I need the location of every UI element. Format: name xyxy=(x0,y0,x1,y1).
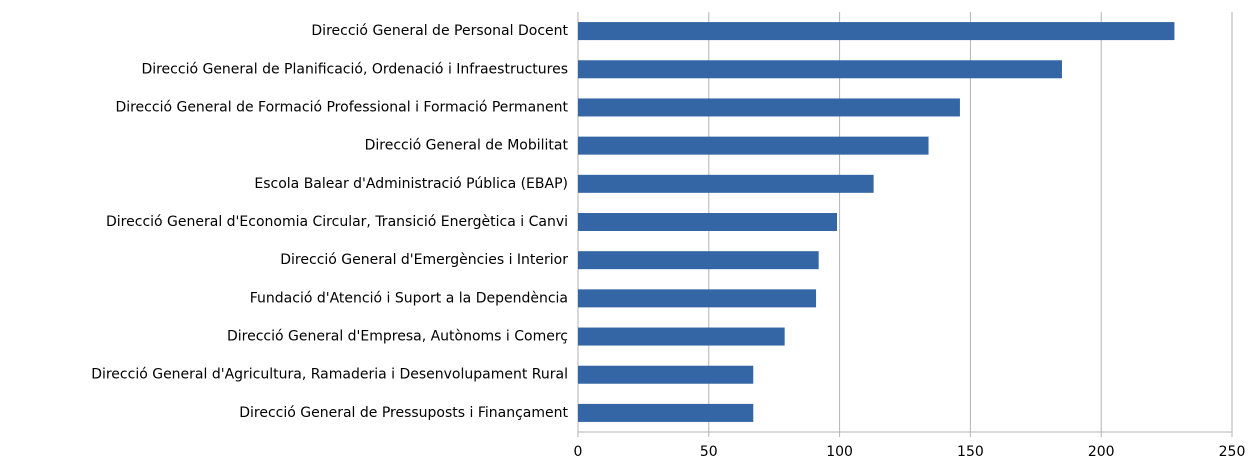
bar xyxy=(578,403,754,422)
x-tick-label: 0 xyxy=(574,444,583,460)
y-tick-label: Direcció General d'Agricultura, Ramaderi… xyxy=(91,367,568,383)
bar xyxy=(578,213,837,231)
bar xyxy=(578,327,785,346)
y-tick-label: Direcció General de Formació Professiona… xyxy=(115,99,568,115)
y-tick-label: Direcció General d'Empresa, Autònoms i C… xyxy=(227,329,568,345)
y-tick-label: Direcció General de Pressuposts i Finanç… xyxy=(239,405,568,421)
bar xyxy=(578,365,754,384)
x-tick-label: 50 xyxy=(700,444,718,460)
x-tick-label: 200 xyxy=(1088,444,1115,460)
bar xyxy=(578,98,960,117)
y-tick-label: Fundació d'Atenció i Suport a la Dependè… xyxy=(250,290,568,306)
bar xyxy=(578,136,929,155)
bar xyxy=(578,289,817,308)
x-tick-label: 100 xyxy=(826,444,853,460)
x-tick-label: 150 xyxy=(957,444,984,460)
y-tick-label: Escola Balear d'Administració Pública (E… xyxy=(254,176,568,192)
y-tick-label: Direcció General de Planificació, Ordena… xyxy=(141,61,568,77)
y-tick-label: Direcció General de Personal Docent xyxy=(311,23,568,39)
bar xyxy=(578,251,819,270)
bar xyxy=(578,174,874,193)
bar xyxy=(578,60,1062,79)
y-tick-label: Direcció General d'Economia Circular, Tr… xyxy=(106,214,568,230)
y-tick-label: Direcció General d'Emergències i Interio… xyxy=(280,252,568,268)
y-tick-label: Direcció General de Mobilitat xyxy=(365,138,569,154)
x-tick-label: 250 xyxy=(1219,444,1246,460)
bar xyxy=(578,22,1175,41)
